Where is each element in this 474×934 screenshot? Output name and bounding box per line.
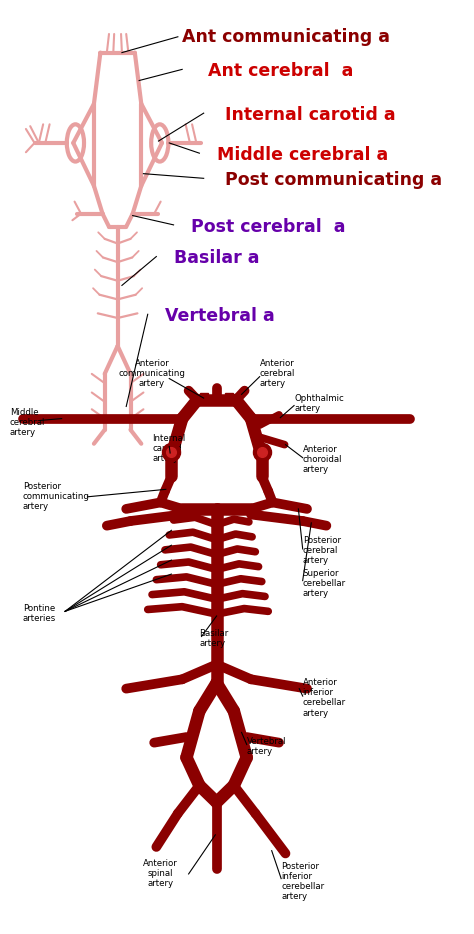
Text: Anterior
inferior
cerebellar
artery: Anterior inferior cerebellar artery [303, 678, 346, 717]
Text: Ant communicating a: Ant communicating a [182, 28, 390, 46]
FancyBboxPatch shape [200, 393, 208, 403]
Text: Internal
carotid
artery: Internal carotid artery [152, 433, 185, 463]
Text: Ophthalmic
artery: Ophthalmic artery [294, 394, 344, 413]
Text: Middle cerebral a: Middle cerebral a [217, 146, 388, 164]
Text: Posterior
inferior
cerebellar
artery: Posterior inferior cerebellar artery [281, 862, 324, 901]
Text: Posterior
communicating
artery: Posterior communicating artery [23, 482, 90, 511]
FancyBboxPatch shape [225, 393, 233, 403]
Text: Vertebral
artery: Vertebral artery [247, 737, 286, 756]
Text: Anterior
cerebral
artery: Anterior cerebral artery [260, 360, 295, 389]
Text: Ant cerebral  a: Ant cerebral a [208, 63, 354, 80]
Text: Basilar
artery: Basilar artery [200, 629, 228, 648]
Text: Superior
cerebellar
artery: Superior cerebellar artery [303, 569, 346, 598]
Text: Post cerebral  a: Post cerebral a [191, 218, 345, 235]
Text: Middle
cerebral
artery: Middle cerebral artery [10, 408, 46, 437]
Text: Basilar a: Basilar a [173, 249, 259, 267]
Text: Post communicating a: Post communicating a [225, 171, 442, 190]
Text: Anterior
communicating
artery: Anterior communicating artery [118, 360, 185, 389]
Text: Vertebral a: Vertebral a [165, 307, 275, 325]
Text: Anterior
spinal
artery: Anterior spinal artery [143, 859, 178, 888]
Text: Pontine
arteries: Pontine arteries [23, 603, 56, 623]
Text: Internal carotid a: Internal carotid a [225, 106, 396, 124]
Text: Posterior
cerebral
artery: Posterior cerebral artery [303, 536, 341, 565]
Text: Anterior
choroidal
artery: Anterior choroidal artery [303, 445, 342, 474]
